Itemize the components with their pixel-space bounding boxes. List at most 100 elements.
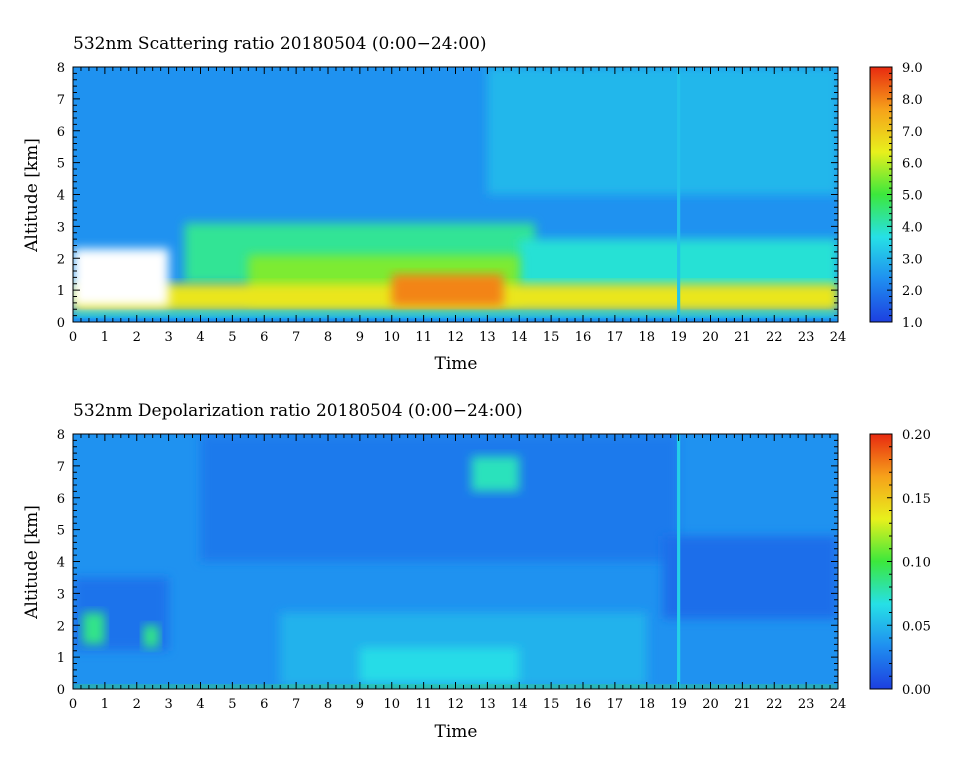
x-tick-label: 24	[830, 330, 847, 345]
x-tick-label: 0	[69, 330, 77, 345]
x-tick-label: 18	[638, 330, 655, 345]
y-axis-label: Altitude [km]	[22, 138, 42, 253]
x-tick-label: 20	[702, 697, 719, 712]
heatmap-region	[200, 434, 679, 562]
x-tick-label: 0	[69, 697, 77, 712]
heatmap-region	[143, 625, 160, 648]
colorbar-tick-label: 9.0	[902, 61, 923, 76]
x-tick-label: 11	[415, 330, 432, 345]
y-tick-label: 7	[57, 460, 65, 475]
x-tick-label: 21	[734, 330, 751, 345]
x-axis-label: Time	[435, 722, 478, 742]
colorbar-tick-label: 0.05	[902, 619, 931, 634]
colorbar-tick-label: 0.10	[902, 556, 931, 571]
colorbar-tick-label: 5.0	[902, 189, 923, 204]
colorbar-tick-label: 0.15	[902, 492, 931, 507]
colorbar-tick-label: 8.0	[902, 93, 923, 108]
y-tick-label: 0	[57, 683, 65, 698]
chart-title: 532nm Scattering ratio 20180504 (0:00−24…	[73, 34, 487, 54]
colorbar-tick-label: 6.0	[902, 157, 923, 172]
depolarization-ratio-panel: 532nm Depolarization ratio 20180504 (0:0…	[22, 401, 931, 742]
x-tick-label: 19	[670, 697, 687, 712]
colorbar: 1.0 2.0 3.0 4.0 5.0 6.0 7.0 8.0 9.0	[869, 61, 923, 331]
x-tick-label: 10	[383, 697, 400, 712]
colorbar-tick-label: 1.0	[902, 316, 923, 331]
x-tick-label: 7	[292, 330, 300, 345]
x-tick-label: 14	[511, 697, 528, 712]
x-tick-label: 16	[575, 330, 592, 345]
x-tick-label: 17	[607, 330, 624, 345]
heatmap-region	[73, 248, 169, 307]
colorbar-tick-label: 7.0	[902, 125, 923, 140]
heatmap-region	[82, 612, 105, 645]
x-tick-label: 19	[670, 330, 687, 345]
chart-title: 532nm Depolarization ratio 20180504 (0:0…	[73, 401, 523, 421]
x-tick-label: 4	[196, 330, 204, 345]
x-tick-label: 21	[734, 697, 751, 712]
x-axis-label: Time	[435, 354, 478, 374]
y-tick-label: 2	[57, 252, 65, 267]
x-tick-label: 23	[798, 330, 815, 345]
y-tick-label: 8	[57, 428, 65, 443]
x-tick-label: 8	[324, 330, 332, 345]
x-tick-label: 17	[607, 697, 624, 712]
colorbar-tick-label: 0.20	[902, 428, 931, 443]
y-tick-label: 5	[57, 157, 65, 172]
x-tick-label: 15	[543, 697, 560, 712]
x-tick-label: 5	[228, 697, 236, 712]
colorbar-tick-label: 4.0	[902, 220, 923, 235]
x-tick-label: 16	[575, 697, 592, 712]
heatmap-region	[359, 647, 520, 683]
x-tick-label: 22	[766, 697, 783, 712]
x-tick-label: 10	[383, 330, 400, 345]
x-tick-label: 4	[196, 697, 204, 712]
y-tick-label: 6	[57, 125, 65, 140]
heatmap-region	[487, 67, 838, 195]
x-tick-label: 24	[830, 697, 847, 712]
x-tick-label: 2	[133, 330, 141, 345]
x-tick-label: 7	[292, 697, 300, 712]
y-tick-label: 3	[57, 220, 65, 235]
x-tick-label: 13	[479, 330, 496, 345]
x-tick-label: 1	[101, 697, 109, 712]
heatmap-canvas	[73, 67, 838, 322]
colorbar-tick-label: 3.0	[902, 252, 923, 267]
x-tick-label: 18	[638, 697, 655, 712]
plot-axes: 0 1 2 3 4 5 6 7 8 9 10 11 12 13 14 15 16 17 18 19 20 21 22 23 24…	[57, 428, 847, 712]
y-tick-label: 0	[57, 316, 65, 331]
y-tick-label: 4	[57, 189, 65, 204]
x-tick-label: 11	[415, 697, 432, 712]
x-tick-label: 2	[133, 697, 141, 712]
x-tick-label: 9	[356, 697, 364, 712]
y-tick-label: 6	[57, 492, 65, 507]
x-tick-label: 22	[766, 330, 783, 345]
heatmap-region	[471, 456, 520, 492]
x-tick-label: 6	[260, 697, 268, 712]
x-tick-label: 3	[164, 330, 172, 345]
heatmap-region	[677, 67, 681, 322]
x-tick-label: 9	[356, 330, 364, 345]
x-tick-label: 12	[447, 697, 464, 712]
plot-axes: 0 1 2 3 4 5 6 7 8 9 10 11 12 13 14 15 16 17 18 19 20 21 22 23 24…	[57, 61, 847, 345]
colorbar-tick-label: 0.00	[902, 683, 931, 698]
x-tick-label: 14	[511, 330, 528, 345]
x-tick-label: 8	[324, 697, 332, 712]
x-tick-label: 23	[798, 697, 815, 712]
colorbar-tick-label: 2.0	[902, 284, 923, 299]
x-tick-label: 5	[228, 330, 236, 345]
x-tick-label: 6	[260, 330, 268, 345]
y-tick-label: 7	[57, 93, 65, 108]
heatmap-canvas	[73, 434, 838, 689]
scattering-ratio-panel: 532nm Scattering ratio 20180504 (0:00−24…	[22, 34, 923, 374]
x-tick-label: 12	[447, 330, 464, 345]
y-tick-label: 8	[57, 61, 65, 76]
heatmap-region	[73, 310, 838, 318]
heatmap-region	[391, 274, 504, 307]
y-tick-label: 1	[57, 284, 65, 299]
y-tick-label: 3	[57, 587, 65, 602]
x-tick-label: 1	[101, 330, 109, 345]
y-tick-label: 1	[57, 651, 65, 666]
heatmap-region	[677, 434, 681, 689]
y-tick-label: 2	[57, 619, 65, 634]
